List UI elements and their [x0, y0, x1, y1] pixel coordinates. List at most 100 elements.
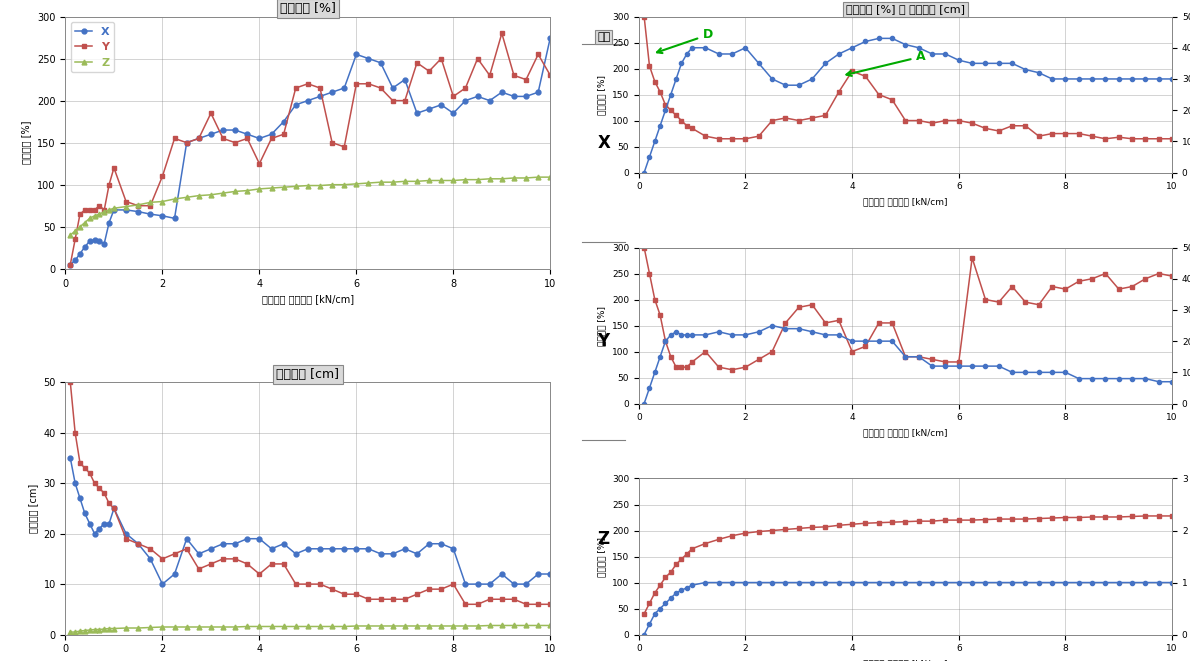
Z [446, 176, 461, 184]
Z [325, 180, 339, 188]
X [434, 101, 449, 109]
Text: Y: Y [597, 332, 609, 350]
Z [119, 202, 133, 210]
Z [313, 182, 327, 190]
X [337, 84, 351, 92]
Y [362, 80, 376, 88]
X [102, 219, 117, 227]
Z [470, 176, 484, 184]
Z [180, 194, 194, 202]
Z [143, 198, 157, 206]
Z [77, 219, 92, 227]
Y [98, 206, 112, 214]
Y [325, 139, 339, 147]
Z [107, 204, 121, 212]
Z [519, 174, 533, 182]
Y [386, 97, 400, 104]
Z [82, 214, 96, 222]
X [93, 237, 107, 245]
X [507, 93, 521, 100]
Y [276, 130, 290, 138]
X [289, 101, 303, 109]
X [446, 109, 461, 117]
Y [337, 143, 351, 151]
X [313, 93, 327, 100]
Y [77, 206, 92, 214]
Y [458, 84, 472, 92]
X [82, 237, 96, 245]
Y [374, 84, 388, 92]
X [240, 130, 255, 138]
Line: Y: Y [68, 31, 552, 267]
Y [313, 84, 327, 92]
X [325, 88, 339, 96]
Z [397, 177, 412, 185]
Y [82, 206, 96, 214]
Z [93, 210, 107, 218]
X [495, 88, 509, 96]
Title: 가속노비 [%] 및 응답변위 [cm]: 가속노비 [%] 및 응답변위 [cm] [846, 5, 965, 15]
X [63, 260, 77, 268]
X [87, 236, 101, 244]
Z [68, 227, 82, 235]
Title: 가속노비 [%]: 가속노비 [%] [280, 3, 336, 15]
Text: X: X [597, 134, 610, 152]
X-axis label: 제층고무 수평강성 [kN/cm]: 제층고무 수평강성 [kN/cm] [863, 197, 947, 206]
Text: D: D [657, 28, 713, 53]
Y [422, 67, 437, 75]
X [119, 206, 133, 214]
X-axis label: 제층고무 수평강성 [kN/cm]: 제층고무 수평강성 [kN/cm] [863, 428, 947, 437]
Legend: X, Y, Z: X, Y, Z [71, 22, 114, 72]
X [362, 55, 376, 63]
Y [543, 71, 557, 79]
Y [87, 206, 101, 214]
Z [192, 192, 206, 200]
X [264, 130, 278, 138]
Y-axis label: 가속노비 [%]: 가속노비 [%] [597, 305, 606, 346]
Y [93, 202, 107, 210]
Y [180, 139, 194, 147]
X [301, 97, 315, 104]
Y-axis label: 가속노비 [%]: 가속노비 [%] [21, 121, 32, 165]
Z [422, 176, 437, 184]
Z [409, 177, 424, 185]
Title: 응답변위 [cm]: 응답변위 [cm] [276, 368, 339, 381]
Z [168, 195, 182, 203]
X [168, 214, 182, 222]
Y [446, 93, 461, 100]
Y [63, 260, 77, 268]
Text: 방향: 방향 [597, 32, 610, 42]
X [73, 250, 87, 258]
Z [240, 186, 255, 194]
X [98, 239, 112, 247]
X [143, 210, 157, 218]
Y-axis label: 응답변위 [cm]: 응답변위 [cm] [27, 484, 38, 533]
Y [252, 160, 267, 168]
X [228, 126, 243, 134]
X [386, 84, 400, 92]
Y [203, 109, 218, 117]
X [483, 97, 497, 104]
Y [289, 84, 303, 92]
Z [155, 198, 169, 206]
X [374, 59, 388, 67]
Y [483, 71, 497, 79]
Z [98, 208, 112, 215]
X [519, 93, 533, 100]
X-axis label: 적층고무 수평강성 [kN/cm]: 적층고무 수평강성 [kN/cm] [863, 659, 947, 661]
X [252, 134, 267, 142]
X [107, 206, 121, 214]
Z [276, 183, 290, 191]
Y [143, 202, 157, 210]
Z [228, 188, 243, 196]
Z [87, 212, 101, 219]
Z [131, 201, 145, 209]
Line: Z: Z [68, 175, 552, 237]
Y [192, 134, 206, 142]
X [409, 109, 424, 117]
Y [264, 134, 278, 142]
Z [203, 191, 218, 199]
Z [252, 185, 267, 193]
Y-axis label: 가속노비 [%]: 가속노비 [%] [597, 537, 606, 576]
X [192, 134, 206, 142]
